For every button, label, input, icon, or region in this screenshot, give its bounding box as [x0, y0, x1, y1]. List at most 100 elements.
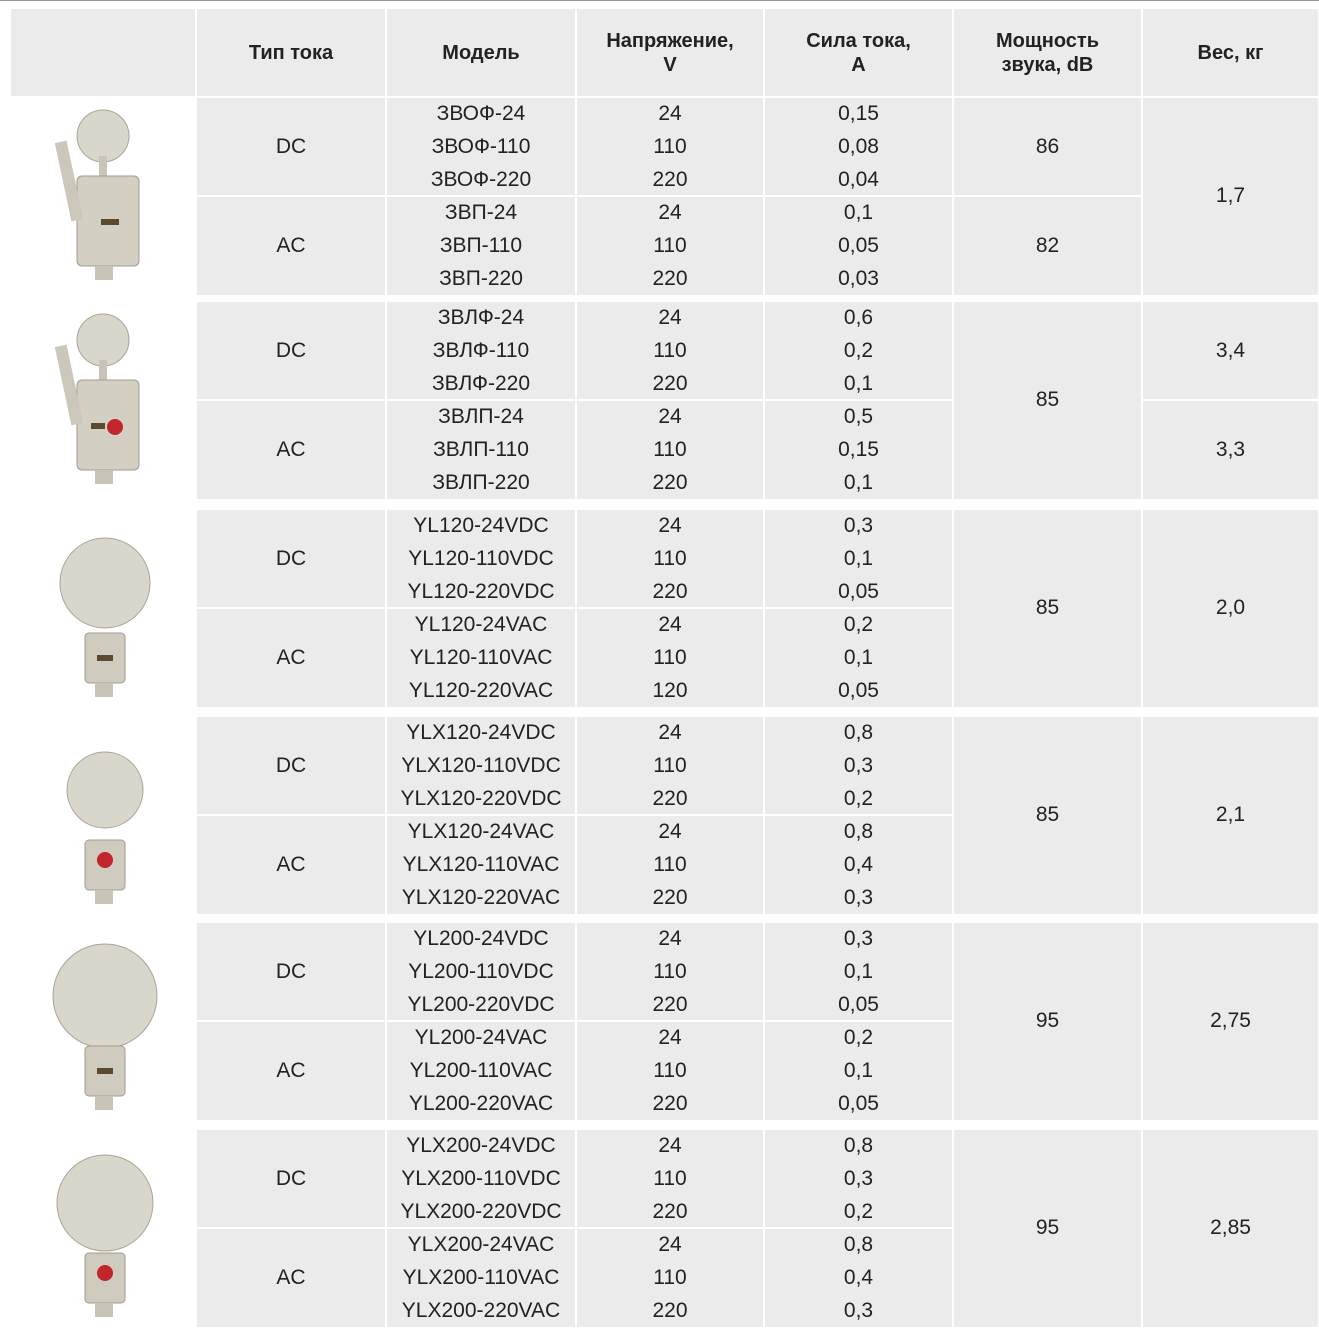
weight: 3,4 — [1143, 302, 1318, 400]
block — [765, 609, 952, 707]
voltage: 110 — [653, 1266, 687, 1290]
block — [577, 923, 763, 1021]
current-type: DC — [197, 302, 385, 400]
current-type: AC — [197, 1229, 385, 1327]
voltage: 24 — [658, 1133, 682, 1157]
model: YLX200-220VDC — [400, 1199, 562, 1223]
voltage: 120 — [652, 679, 688, 703]
current: 0,4 — [843, 1266, 874, 1290]
current-type: DC — [197, 510, 385, 608]
voltage: 110 — [653, 959, 687, 983]
block — [765, 197, 952, 295]
current: 0,8 — [843, 1233, 874, 1256]
current: 0,8 — [843, 720, 874, 744]
weight: 1,7 — [1143, 98, 1318, 295]
voltage: 220 — [652, 579, 688, 603]
voltage: 24 — [658, 926, 682, 950]
model: ЗВЛФ-110 — [432, 338, 530, 362]
voltage: 110 — [653, 546, 687, 570]
model: YL120-220VAC — [408, 679, 554, 703]
voltage: 110 — [653, 646, 687, 670]
block — [577, 816, 763, 914]
current: 0,04 — [838, 167, 879, 191]
block — [387, 510, 575, 608]
model: YL120-110VAC — [409, 646, 553, 670]
model: ЗВП-220 — [439, 267, 523, 291]
block — [577, 510, 763, 608]
product-image — [56, 1154, 154, 1318]
current: 0,3 — [843, 753, 874, 777]
product-image-cell — [11, 717, 195, 914]
voltage: 220 — [652, 371, 688, 395]
block — [765, 98, 952, 196]
voltage: 110 — [653, 753, 687, 777]
weight: 3,3 — [1143, 401, 1318, 499]
block — [387, 1130, 575, 1228]
weight: 2,75 — [1143, 923, 1318, 1120]
header-cell: Тип тока — [197, 9, 385, 96]
model: ЗВЛП-24 — [438, 405, 524, 428]
model: YL120-110VDC — [408, 546, 554, 570]
block — [387, 816, 575, 914]
block — [387, 401, 575, 499]
current: 0,4 — [843, 853, 874, 877]
model: YL200-24VDC — [413, 926, 549, 950]
block — [387, 98, 575, 196]
current-type: DC — [197, 923, 385, 1021]
current-type: AC — [197, 609, 385, 707]
model: YL200-220VAC — [408, 1092, 554, 1116]
block — [765, 302, 952, 400]
model: YLX120-110VDC — [401, 753, 561, 777]
current: 0,1 — [843, 546, 874, 570]
current: 0,1 — [843, 1059, 874, 1083]
block — [387, 302, 575, 400]
voltage: 220 — [652, 992, 688, 1016]
current: 0,8 — [843, 820, 874, 843]
sound-power: 82 — [954, 197, 1141, 295]
weight: 2,85 — [1143, 1130, 1318, 1327]
model: YL120-220VDC — [407, 579, 555, 603]
current: 0,15 — [838, 438, 879, 462]
product-image — [54, 109, 140, 281]
voltage: 24 — [658, 1233, 682, 1256]
current-type: AC — [197, 401, 385, 499]
current-type: DC — [197, 98, 385, 196]
model: YLX120-24VAC — [407, 820, 555, 843]
block — [577, 1022, 763, 1120]
model: ЗВЛП-220 — [432, 471, 530, 495]
block — [577, 302, 763, 400]
current: 0,2 — [843, 1026, 874, 1049]
voltage: 220 — [652, 1299, 688, 1323]
current: 0,15 — [838, 101, 879, 125]
model: YLX120-220VDC — [400, 786, 562, 810]
model: ЗВОФ-110 — [431, 134, 531, 158]
voltage: 24 — [658, 720, 682, 744]
current: 0,3 — [843, 513, 874, 537]
current: 0,3 — [843, 886, 874, 910]
block — [577, 197, 763, 295]
block — [577, 1130, 763, 1228]
block — [765, 510, 952, 608]
model: YL200-110VDC — [408, 959, 554, 983]
voltage: 220 — [652, 471, 688, 495]
voltage: 110 — [653, 1059, 687, 1083]
block — [765, 816, 952, 914]
header-cell: Модель — [387, 9, 575, 96]
block — [765, 401, 952, 499]
current: 0,1 — [843, 201, 874, 224]
voltage: 220 — [652, 1092, 688, 1116]
voltage: 220 — [652, 267, 688, 291]
current: 0,1 — [843, 959, 874, 983]
block — [765, 1022, 952, 1120]
voltage: 110 — [653, 853, 687, 877]
sound-power: 85 — [954, 717, 1141, 914]
product-image-cell — [11, 98, 195, 295]
product-image — [52, 943, 158, 1111]
voltage: 24 — [658, 305, 682, 329]
weight: 2,0 — [1143, 510, 1318, 707]
model: YL200-110VAC — [409, 1059, 553, 1083]
sound-power: 85 — [954, 302, 1141, 499]
block — [577, 1229, 763, 1327]
current: 0,2 — [843, 1199, 874, 1223]
model: YL120-24VAC — [414, 613, 548, 636]
